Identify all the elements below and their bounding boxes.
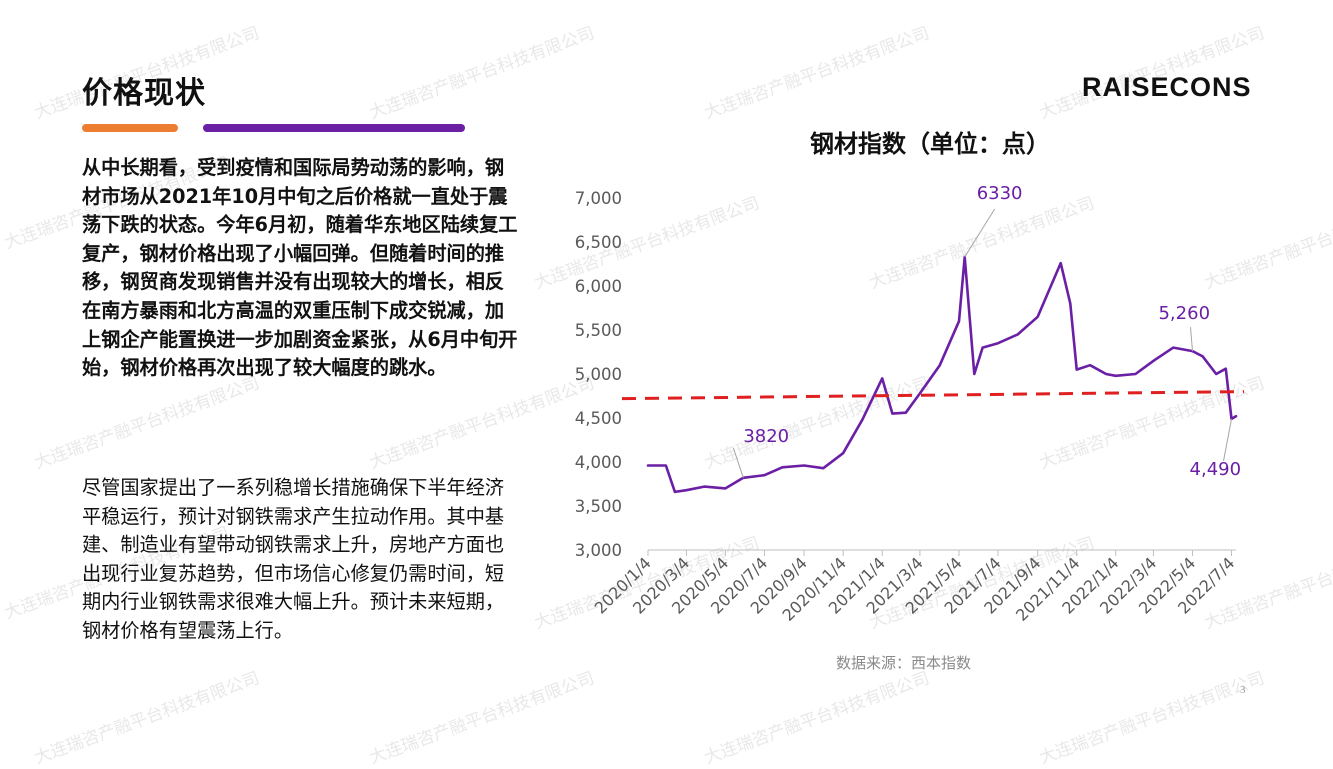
annotation-label: 5,260	[1158, 303, 1210, 324]
outlook-paragraph: 尽管国家提出了一系列稳增长措施确保下半年经济平稳运行，预计对钢铁需求产生拉动作用…	[82, 476, 505, 642]
company-logo: RAISECONS	[1082, 72, 1252, 102]
slide: 大连瑞咨产融平台科技有限公司 大连瑞咨产融平台科技有限公司 大连瑞咨产融平台科技有限…	[2, 23, 1333, 768]
annotation-leader	[732, 447, 744, 478]
steel-index-chart: 3,000 3,500 4,000 4,500 5,000 5,500 6,000 6,500…	[575, 183, 1245, 625]
y-tick-label: 5,000	[575, 365, 622, 384]
series-layer	[621, 255, 1245, 494]
chart-title: 钢材指数（单位：点）	[810, 130, 1050, 158]
y-tick-label: 4,000	[575, 453, 622, 472]
steel-index-line	[646, 255, 1238, 494]
y-tick-label: 4,500	[575, 409, 622, 428]
y-tick-label: 5,500	[575, 321, 622, 340]
annotation-leader	[1223, 418, 1233, 461]
page-number: 3	[1240, 684, 1246, 696]
page-title: 价格现状	[82, 76, 206, 111]
y-tick-label: 7,000	[575, 189, 622, 208]
trend-dashed-line	[621, 390, 1245, 401]
y-tick-label: 6,500	[575, 233, 622, 252]
analysis-paragraph: 从中长期看，受到疫情和国际局势动荡的影响，钢材市场从2021年10月中旬之后价格…	[82, 156, 518, 380]
annotation-layer: 3820 6330 5,260 4,490	[732, 183, 1242, 480]
y-tick-label: 3,500	[575, 497, 622, 516]
annotation-leader	[1189, 327, 1193, 352]
data-source-note: 数据来源：西本指数	[836, 654, 972, 672]
annotation-label: 3820	[743, 426, 789, 447]
y-tick-label: 3,000	[575, 541, 622, 560]
title-underline-purple	[203, 124, 465, 132]
axis-layer: 3,000 3,500 4,000 4,500 5,000 5,500 6,000 6,500…	[575, 189, 1239, 625]
y-tick-label: 6,000	[575, 277, 622, 296]
annotation-label: 6330	[977, 183, 1023, 204]
title-underline-orange	[82, 124, 178, 132]
annotation-label: 4,490	[1190, 459, 1242, 480]
annotation-leader	[964, 208, 996, 258]
